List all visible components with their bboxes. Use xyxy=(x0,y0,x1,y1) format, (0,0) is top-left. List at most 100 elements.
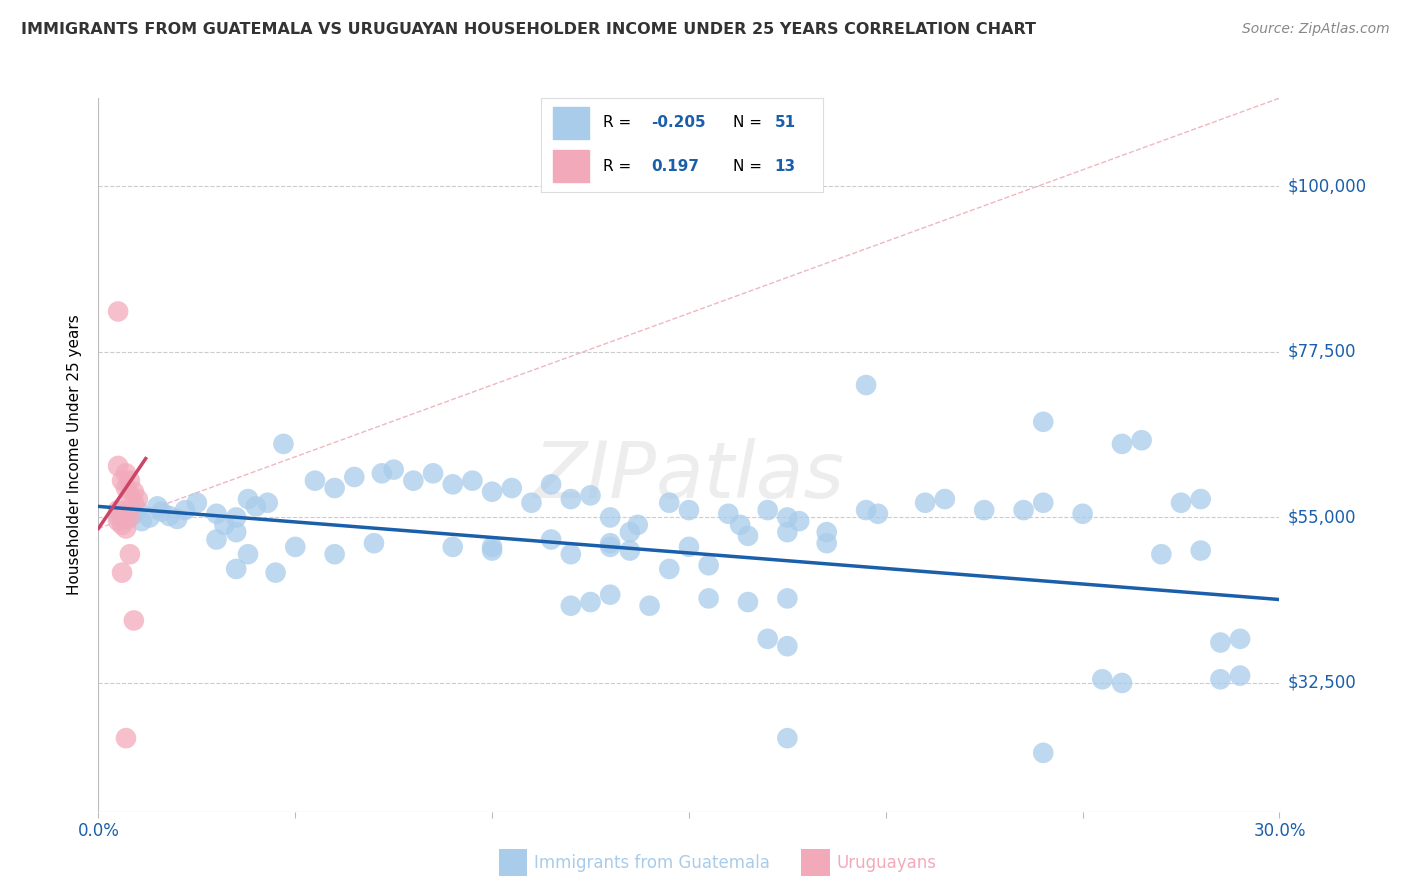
Text: IMMIGRANTS FROM GUATEMALA VS URUGUAYAN HOUSEHOLDER INCOME UNDER 25 YEARS CORRELA: IMMIGRANTS FROM GUATEMALA VS URUGUAYAN H… xyxy=(21,22,1036,37)
Point xyxy=(1032,746,1054,760)
Point xyxy=(118,488,141,502)
Point xyxy=(284,540,307,554)
Y-axis label: Householder Income Under 25 years: Householder Income Under 25 years xyxy=(67,315,83,595)
Point xyxy=(599,510,621,524)
Point xyxy=(107,514,129,528)
Point xyxy=(619,525,641,540)
Point xyxy=(111,566,134,580)
Point xyxy=(441,477,464,491)
Point xyxy=(1209,673,1232,687)
Point xyxy=(214,517,236,532)
Text: Uruguayans: Uruguayans xyxy=(837,854,936,871)
Point xyxy=(619,543,641,558)
Point xyxy=(1032,496,1054,510)
Point xyxy=(737,595,759,609)
Point xyxy=(1012,503,1035,517)
Point xyxy=(122,507,145,521)
Point xyxy=(131,514,153,528)
Point xyxy=(115,521,138,535)
Point xyxy=(756,503,779,517)
Point xyxy=(717,507,740,521)
Point xyxy=(107,508,129,523)
Point xyxy=(127,503,149,517)
Point xyxy=(107,503,129,517)
Point xyxy=(115,512,138,526)
Text: $55,000: $55,000 xyxy=(1288,508,1357,526)
Point xyxy=(115,467,138,481)
Text: R =: R = xyxy=(603,159,637,174)
Point xyxy=(150,505,173,519)
Point xyxy=(855,503,877,517)
Point xyxy=(1229,668,1251,682)
Point xyxy=(540,477,562,491)
Point xyxy=(1189,491,1212,506)
Point xyxy=(599,536,621,550)
Text: Source: ZipAtlas.com: Source: ZipAtlas.com xyxy=(1241,22,1389,37)
Point xyxy=(697,591,720,606)
Point xyxy=(934,491,956,506)
Point xyxy=(815,536,838,550)
Point xyxy=(107,304,129,318)
Point xyxy=(118,474,141,488)
Point xyxy=(481,543,503,558)
Point xyxy=(776,525,799,540)
Text: N =: N = xyxy=(733,115,766,130)
Point xyxy=(111,517,134,532)
Point xyxy=(382,462,405,476)
Point xyxy=(166,512,188,526)
Point xyxy=(579,595,602,609)
Point xyxy=(1170,496,1192,510)
Point xyxy=(540,533,562,547)
Point xyxy=(422,467,444,481)
Point xyxy=(174,503,197,517)
Text: $32,500: $32,500 xyxy=(1288,674,1357,692)
Point xyxy=(225,562,247,576)
Point xyxy=(1032,415,1054,429)
Point xyxy=(1091,673,1114,687)
Point xyxy=(560,599,582,613)
Point xyxy=(205,507,228,521)
Point xyxy=(138,510,160,524)
Point xyxy=(658,496,681,510)
Text: 0.197: 0.197 xyxy=(651,159,699,174)
Point xyxy=(560,547,582,561)
Point xyxy=(501,481,523,495)
Text: $100,000: $100,000 xyxy=(1288,178,1367,195)
Point xyxy=(118,510,141,524)
Point xyxy=(1308,536,1330,550)
Point xyxy=(127,491,149,506)
Text: 13: 13 xyxy=(775,159,796,174)
Point xyxy=(118,547,141,561)
Point xyxy=(371,467,394,481)
Point xyxy=(245,500,267,514)
Point xyxy=(122,484,145,499)
Point xyxy=(678,540,700,554)
Point xyxy=(776,591,799,606)
Point xyxy=(481,484,503,499)
Point xyxy=(236,547,259,561)
Point xyxy=(599,540,621,554)
Point xyxy=(855,378,877,392)
Point xyxy=(599,588,621,602)
Point xyxy=(1130,434,1153,448)
Point xyxy=(146,500,169,514)
Point xyxy=(776,510,799,524)
Point xyxy=(866,507,889,521)
Point xyxy=(115,481,138,495)
Point xyxy=(402,474,425,488)
Point xyxy=(441,540,464,554)
Point xyxy=(115,731,138,746)
Text: Immigrants from Guatemala: Immigrants from Guatemala xyxy=(534,854,770,871)
Point xyxy=(1071,507,1094,521)
Point xyxy=(914,496,936,510)
Point xyxy=(973,503,995,517)
Point xyxy=(157,508,180,523)
Point xyxy=(111,505,134,519)
Point xyxy=(205,533,228,547)
Point xyxy=(225,510,247,524)
Point xyxy=(815,525,838,540)
Text: $77,500: $77,500 xyxy=(1288,343,1357,361)
Point xyxy=(579,488,602,502)
Point xyxy=(323,547,346,561)
Point xyxy=(1229,632,1251,646)
